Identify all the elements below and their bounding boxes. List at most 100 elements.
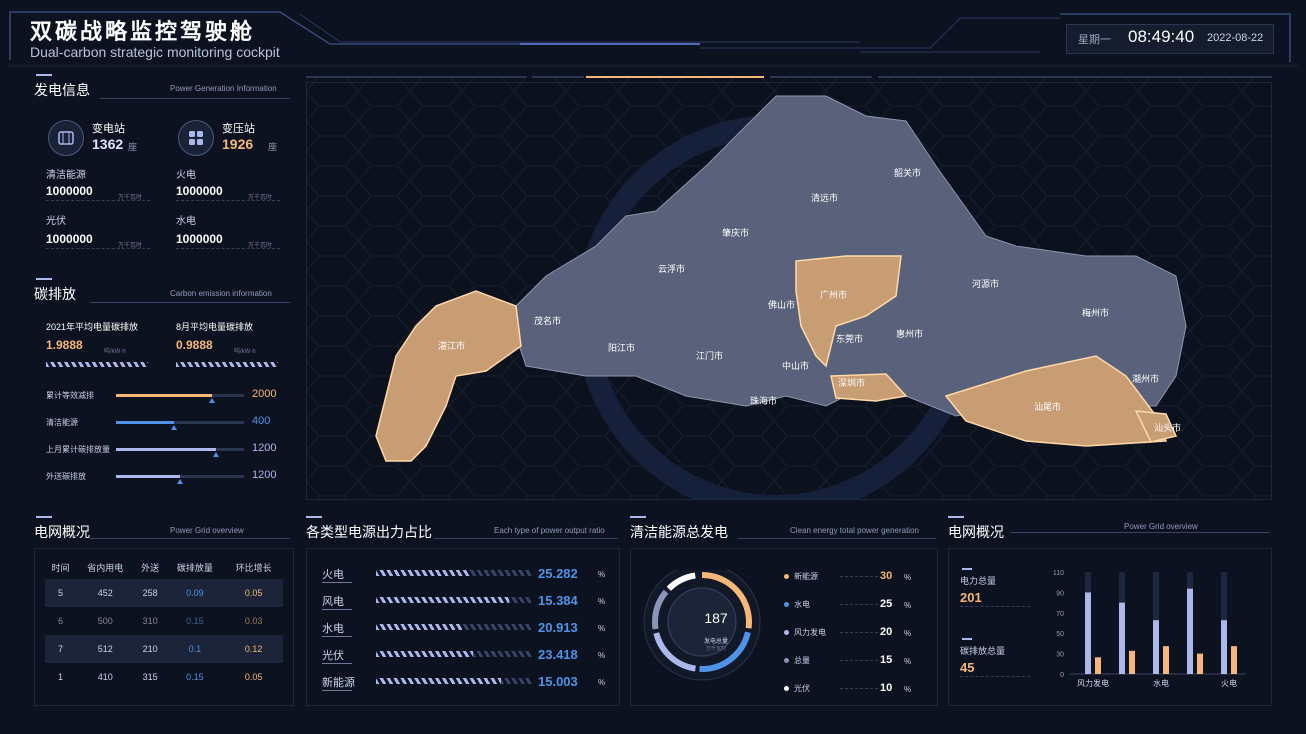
table-cell: 0.12: [224, 635, 283, 663]
divider: [960, 606, 1030, 607]
page-title: 双碳战略监控驾驶舱: [30, 19, 256, 44]
grid-title: 电网概况: [34, 524, 90, 540]
city-label-yunfu[interactable]: 云浮市: [658, 264, 686, 274]
legend-value: 15: [880, 654, 893, 666]
title-line: [1010, 532, 1270, 533]
avgaug-label: 8月平均电量碳排放: [176, 322, 254, 332]
x-tick-label: 水电: [1153, 678, 1169, 688]
bar-series-2[interactable]: [1095, 657, 1101, 674]
ratio-value: 15.003: [538, 674, 578, 689]
title-accent: [36, 516, 52, 518]
table-cell: 5: [45, 579, 76, 607]
legend-unit: %: [904, 685, 912, 694]
grid-bar-chart: 110 90 70 50 30 0 风力发电 水电 火电: [1053, 570, 1246, 688]
city-label-heyuan[interactable]: 河源市: [972, 279, 1000, 289]
stat-value-power: 201: [960, 590, 982, 605]
carbon-bar-label: 上月累计碳排放量: [46, 445, 110, 454]
grid2-frame: [948, 548, 1272, 706]
transformer-unit: 座: [268, 142, 278, 152]
title-line: [90, 538, 290, 539]
carbon-bar-fill: [116, 394, 212, 397]
city-label-zhaoqing[interactable]: 肇庆市: [722, 228, 750, 238]
avgaug-unit: 吨/kW·h: [234, 349, 256, 355]
city-label-shaoguan[interactable]: 韶关市: [894, 168, 922, 178]
ratio-value: 25.282: [538, 566, 578, 581]
gen-item-unit: 万千瓦时: [118, 243, 143, 249]
substation-unit: 座: [128, 142, 138, 152]
ratio-underline: [322, 609, 352, 610]
city-label-dongguan[interactable]: 东莞市: [836, 334, 864, 344]
city-label-shenzhen[interactable]: 深圳市: [838, 378, 866, 388]
stat-accent: [962, 568, 972, 570]
avgaug-stripe: [176, 362, 278, 367]
city-label-zhongshan[interactable]: 中山市: [782, 361, 810, 371]
city-label-zhanjiang[interactable]: 湛江市: [438, 341, 466, 351]
ratio-fill: [376, 651, 473, 657]
bar-series-2[interactable]: [1129, 650, 1135, 674]
city-label-shantou[interactable]: 汕头市: [1154, 423, 1182, 433]
bar-series-2[interactable]: [1163, 646, 1169, 674]
carbon-bar-fill: [116, 448, 216, 451]
table-cell: 210: [134, 635, 166, 663]
carbon-bar-value: 1200: [252, 469, 277, 481]
datetime-box: [1066, 24, 1274, 54]
ratio-value: 23.418: [538, 647, 578, 662]
bar-series-1[interactable]: [1153, 620, 1159, 674]
y-tick-label: 50: [1056, 631, 1064, 638]
carbon-bar-marker: [213, 452, 219, 457]
city-label-huizhou[interactable]: 惠州市: [896, 329, 924, 339]
city-label-foshan[interactable]: 佛山市: [768, 300, 796, 310]
clean-center-unit: 万千瓦时: [705, 646, 726, 652]
city-label-yangjiang[interactable]: 阳江市: [608, 343, 636, 353]
city-label-chaozhou[interactable]: 潮州市: [1132, 374, 1160, 384]
city-label-zhuhai[interactable]: 珠海市: [750, 396, 778, 406]
title-accent: [948, 516, 964, 518]
legend-dash: [840, 632, 878, 633]
legend-value: 25: [880, 598, 893, 610]
table-cell: 1: [57, 672, 63, 682]
bar-series-1[interactable]: [1187, 588, 1193, 674]
legend-label: 新能源: [794, 572, 818, 581]
transformer-icon: [178, 120, 214, 156]
bar-series-2[interactable]: [1231, 646, 1237, 674]
legend-dash: [840, 660, 878, 661]
city-label-qingyuan[interactable]: 清远市: [811, 193, 839, 203]
clean-subtitle: Clean energy total power generation: [790, 526, 919, 535]
gen-item-unit: 万千瓦时: [118, 195, 143, 201]
city-label-meizhou[interactable]: 梅州市: [1082, 308, 1110, 318]
table-row[interactable]: 6 500 310 0.15 0.03: [45, 607, 283, 635]
ratio-unit: %: [598, 570, 606, 579]
ratio-label: 风电: [322, 596, 344, 608]
carbon-panel: 碳排放 Carbon emission information 2021年平均电…: [30, 276, 294, 498]
bar-series-1[interactable]: [1119, 602, 1125, 674]
legend-dot: [784, 658, 789, 663]
title-accent: [630, 516, 646, 518]
ratio-underline: [322, 690, 352, 691]
y-tick-label: 30: [1056, 652, 1064, 659]
bar-series-1[interactable]: [1221, 620, 1227, 674]
title-accent: [36, 278, 52, 280]
clean-donut: [643, 570, 761, 681]
table-row[interactable]: 1 410 315 0.15 0.05: [45, 663, 283, 691]
table-row[interactable]: 7 512 210 0.1 0.12: [45, 635, 283, 663]
power-gen-subtitle: Power Generation Information: [170, 84, 277, 93]
ratio-underline: [322, 636, 352, 637]
ratio-fill: [376, 597, 509, 603]
ratio-unit: %: [598, 624, 606, 633]
legend-value: 10: [880, 682, 893, 694]
city-label-maoming[interactable]: 茂名市: [534, 316, 562, 326]
table-cell: 452: [75, 579, 135, 607]
city-label-shanwei[interactable]: 汕尾市: [1034, 402, 1062, 412]
legend-dot: [784, 686, 789, 691]
bar-series-1[interactable]: [1085, 592, 1091, 674]
bar-series-2[interactable]: [1197, 653, 1203, 674]
table-cell: 0.05: [244, 672, 263, 682]
y-tick-label: 0: [1060, 672, 1064, 679]
city-label-jiangmen[interactable]: 江门市: [696, 351, 724, 361]
title-accent: [36, 74, 52, 76]
table-row[interactable]: 5 452 258 0.09 0.05: [45, 579, 283, 607]
city-label-guangzhou[interactable]: 广州市: [820, 290, 848, 300]
grid2-title: 电网概况: [948, 524, 1004, 540]
legend-label: 风力发电: [794, 628, 826, 637]
clean-center-value: 187: [704, 610, 728, 626]
